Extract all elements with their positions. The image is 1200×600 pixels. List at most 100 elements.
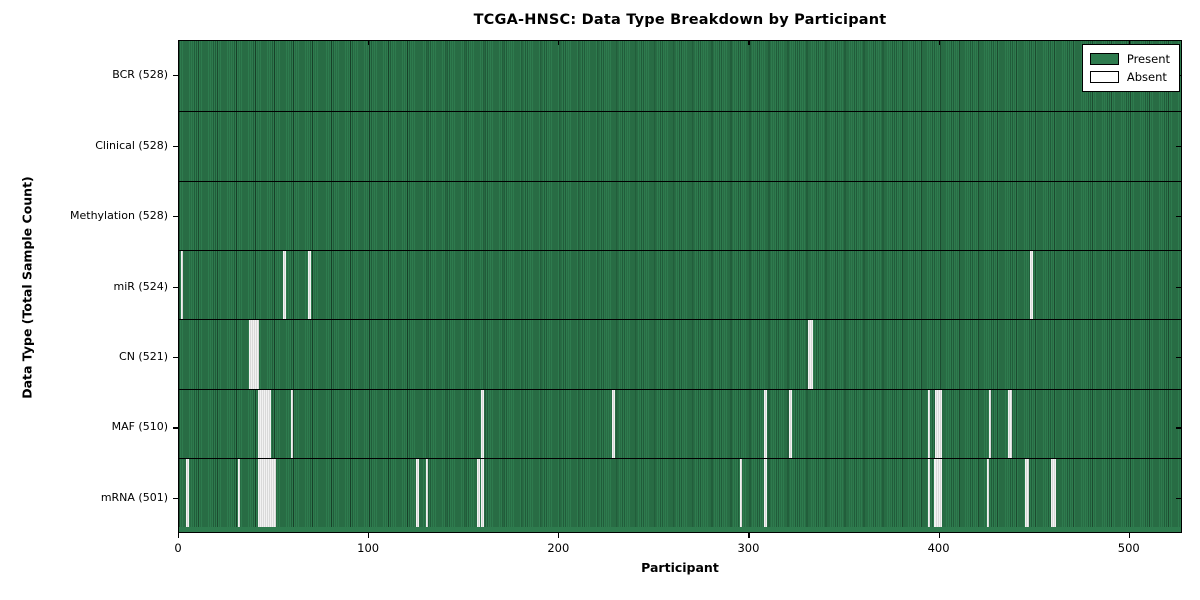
y-tick-label-methylation: Methylation (528)	[70, 209, 168, 223]
y-tick-label-maf: MAF (510)	[111, 420, 168, 434]
absent-cell	[739, 459, 743, 528]
absent-cell	[307, 251, 311, 320]
absent-cell	[180, 251, 184, 320]
x-tick-label: 300	[737, 541, 760, 555]
absent-cell	[939, 459, 942, 528]
y-tick	[173, 356, 178, 359]
heatmap-row-cn	[179, 319, 1181, 389]
absent-cell	[260, 389, 264, 459]
absent-cell	[290, 389, 294, 459]
x-axis-label: Participant	[641, 560, 719, 575]
heatmap-row-mir	[179, 250, 1181, 320]
heatmap-row-clinical	[179, 111, 1181, 181]
y-tick-inner	[1176, 145, 1182, 147]
y-tick-inner	[1176, 497, 1182, 499]
x-tick-inner	[748, 40, 750, 45]
legend: Present Absent	[1081, 44, 1180, 92]
x-tick-label: 100	[357, 541, 380, 555]
absent-cell	[477, 459, 480, 528]
absent-cell	[425, 459, 429, 528]
absent-cell	[250, 320, 254, 389]
absent-cell	[927, 389, 931, 459]
absent-cell	[266, 459, 269, 528]
y-tick-label-cn: CN (521)	[119, 349, 168, 363]
absent-cell	[988, 389, 992, 459]
y-tick	[173, 286, 178, 288]
absent-cell	[264, 459, 267, 528]
absent-cell	[809, 320, 813, 389]
absent-cell	[927, 459, 931, 528]
absent-cell	[266, 389, 269, 459]
y-tick-label-mrna: mRNA (501)	[100, 490, 168, 504]
y-tick-label-bcr: BCR (528)	[112, 68, 168, 82]
absent-cell	[612, 389, 615, 459]
absent-cell	[267, 459, 271, 528]
heatmap-row-mrna	[179, 458, 1181, 528]
absent-cell	[808, 320, 811, 389]
y-tick	[173, 427, 178, 429]
legend-entry-present: Present	[1089, 50, 1170, 68]
absent-cell	[1009, 389, 1013, 459]
absent-cell	[269, 459, 273, 528]
legend-label: Present	[1126, 52, 1170, 66]
x-tick	[1128, 533, 1130, 538]
x-tick	[558, 533, 560, 538]
absent-cell	[480, 389, 484, 459]
absent-cell	[1007, 389, 1011, 459]
absent-cell	[416, 459, 419, 528]
y-tick	[173, 216, 178, 218]
legend-swatch-absent	[1089, 71, 1119, 83]
absent-cell	[1030, 251, 1034, 320]
legend-entry-absent: Absent	[1089, 68, 1170, 86]
absent-cell	[937, 459, 940, 528]
absent-cell	[939, 389, 942, 459]
absent-cell	[258, 389, 262, 459]
absent-cell	[262, 459, 265, 528]
legend-swatch-present	[1089, 53, 1119, 65]
x-tick-label: 500	[1117, 541, 1140, 555]
x-tick	[178, 533, 180, 538]
absent-cell	[1053, 459, 1056, 528]
absent-cell	[186, 459, 189, 528]
absent-cell	[260, 459, 264, 528]
chart-title: TCGA-HNSC: Data Type Breakdown by Partic…	[473, 12, 887, 28]
absent-cell	[237, 459, 241, 528]
absent-cell	[1051, 459, 1055, 528]
x-tick-label: 400	[927, 541, 950, 555]
y-tick-inner	[1176, 356, 1182, 359]
legend-label: Absent	[1126, 70, 1167, 84]
plot-area	[178, 40, 1182, 533]
y-tick-inner	[1176, 286, 1182, 288]
x-tick-label: 0	[174, 541, 182, 555]
y-tick	[173, 145, 178, 147]
absent-cell	[264, 389, 267, 459]
absent-cell	[256, 320, 260, 389]
absent-cell	[480, 459, 484, 528]
absent-cell	[935, 459, 939, 528]
absent-cell	[933, 459, 937, 528]
y-tick	[173, 75, 178, 77]
absent-cell	[935, 389, 939, 459]
heatmap-row-methylation	[179, 180, 1181, 251]
absent-cell	[1024, 459, 1028, 528]
heatmap-row-bcr	[179, 41, 1181, 112]
y-tick-inner	[1176, 427, 1182, 429]
absent-cell	[254, 320, 258, 389]
absent-cell	[248, 320, 252, 389]
x-tick	[368, 533, 370, 538]
x-tick-inner	[368, 40, 370, 45]
absent-cell	[764, 389, 767, 459]
absent-cell	[1026, 459, 1030, 528]
absent-cell	[267, 389, 271, 459]
absent-cell	[764, 459, 767, 528]
heatmap-row-maf	[179, 388, 1181, 459]
absent-cell	[283, 251, 286, 320]
absent-cell	[937, 389, 940, 459]
x-tick-inner	[558, 40, 560, 45]
absent-cell	[252, 320, 256, 389]
x-tick	[938, 533, 940, 538]
x-tick-inner	[938, 40, 940, 45]
absent-cell	[788, 389, 792, 459]
x-tick-label: 200	[547, 541, 570, 555]
